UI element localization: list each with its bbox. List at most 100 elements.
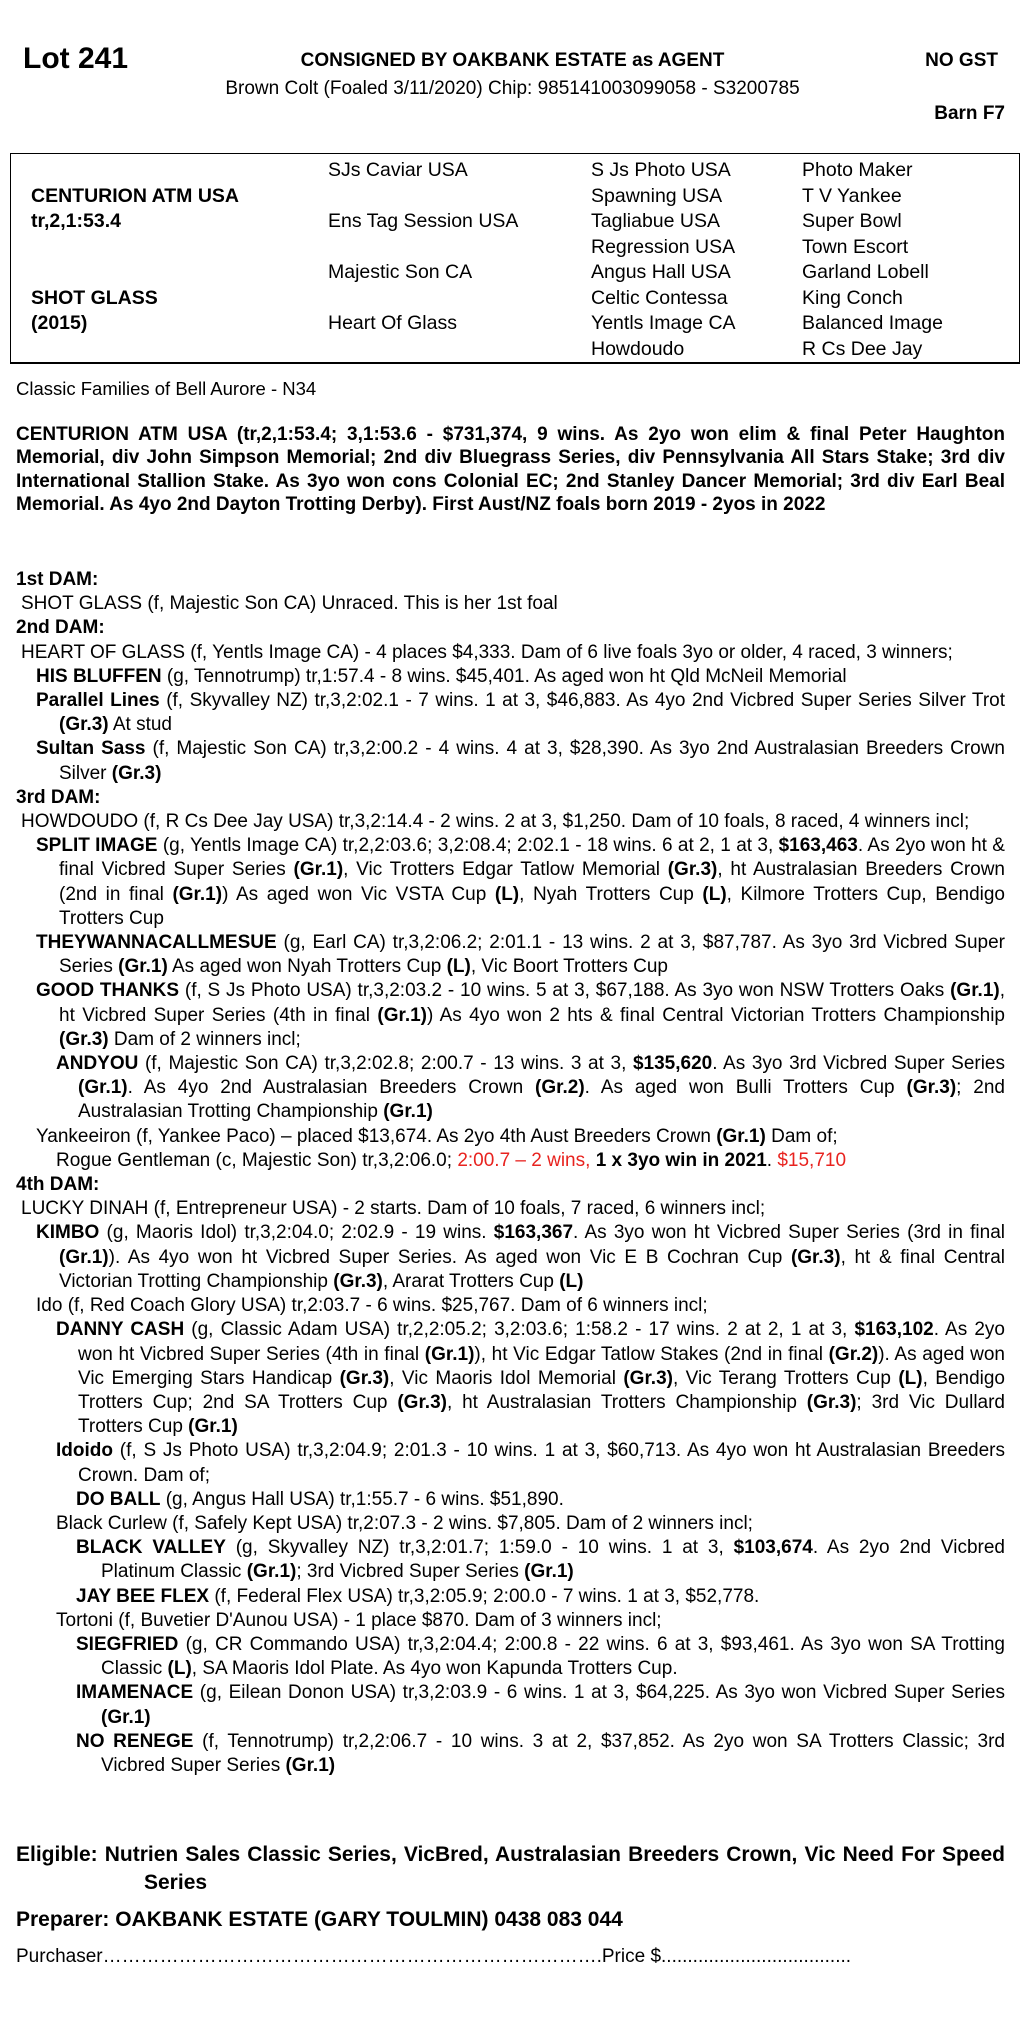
entry-text: ) As aged won Vic VSTA Cup: [222, 883, 495, 905]
entry-text: LUCKY DINAH (f, Entrepreneur USA) - 2 st…: [21, 1198, 766, 1220]
highlight-text: 2:00.7 – 2 wins,: [457, 1149, 596, 1171]
bold-text: DANNY CASH: [56, 1319, 185, 1341]
bold-text: (Gr.3): [59, 714, 109, 736]
entry-text: (g, CR Commando USA) tr,3,2:04.4; 2:00.8…: [101, 1633, 1005, 1680]
pedigree-entry: Idoido (f, S Js Photo USA) tr,3,2:04.9; …: [0, 1439, 1005, 1487]
bold-text: JAY BEE FLEX: [76, 1585, 210, 1607]
bold-text: (Gr.1): [524, 1561, 574, 1583]
pedigree-col3-ancestor: Spawning USA: [591, 184, 723, 207]
pedigree-col4-ancestor: Balanced Image: [802, 312, 943, 334]
entry-text: , SA Maoris Idol Plate. As 4yo won Kapun…: [191, 1658, 678, 1680]
bold-text: (Gr.3): [906, 1077, 957, 1099]
pedigree-col1-ancestor: SHOT GLASS: [31, 286, 158, 309]
bold-text: THEYWANNACALLMESUE: [36, 932, 277, 954]
bold-text: (Gr.3): [623, 1367, 673, 1389]
bold-text: (Gr.1): [118, 956, 168, 978]
entry-text: , ht Australasian Breeders Crown (2nd in…: [59, 859, 1006, 905]
pedigree-entry: Ido (f, Red Coach Glory USA) tr,2:03.7 -…: [0, 1294, 1005, 1318]
pedigree-entry: ANDYOU (f, Majestic Son CA) tr,3,2:02.8;…: [0, 1052, 1005, 1125]
pedigree-col2-ancestor: Majestic Son CA: [328, 261, 473, 283]
bold-text: GOOD THANKS: [36, 980, 180, 1002]
family-line: Classic Families of Bell Aurore - N34: [16, 378, 317, 399]
entry-text: Dam of 2 winners incl;: [108, 1028, 301, 1050]
bold-text: $103,674: [733, 1537, 813, 1559]
highlight-text: $15,710: [777, 1149, 847, 1171]
pedigree-col4-ancestor: Town Escort: [802, 235, 909, 258]
entry-text: Rogue Gentleman (c, Majestic Son) tr,3,2…: [56, 1149, 458, 1171]
pedigree-entry: KIMBO (g, Maoris Idol) tr,3,2:04.0; 2:02…: [0, 1221, 1005, 1294]
bold-text: KIMBO: [36, 1222, 100, 1244]
dam-heading: 3rd DAM:: [16, 786, 101, 808]
bold-text: $163,463: [778, 835, 858, 857]
bold-text: (Gr.1): [172, 883, 223, 905]
bold-text: (Gr.1): [246, 1561, 297, 1583]
bold-text: (Gr.3): [667, 859, 718, 881]
bold-text: (Gr.3): [790, 1246, 841, 1268]
pedigree-col3-ancestor: Celtic Contessa: [591, 286, 728, 309]
pedigree-col3-ancestor: Tagliabue USA: [591, 210, 720, 232]
bold-text: (Gr.1): [424, 1343, 475, 1365]
pedigree-entry: GOOD THANKS (f, S Js Photo USA) tr,3,2:0…: [0, 979, 1005, 1052]
pedigree-col3-ancestor: Regression USA: [591, 235, 736, 258]
pedigree-entry: Yankeeiron (f, Yankee Paco) – placed $13…: [0, 1125, 1005, 1149]
pedigree-entry: HOWDOUDO (f, R Cs Dee Jay USA) tr,3,2:14…: [0, 810, 1005, 834]
bold-text: (Gr.1): [950, 980, 1000, 1002]
preparer: Preparer: OAKBANK ESTATE (GARY TOULMIN) …: [16, 1908, 623, 1931]
pedigree-col1-ancestor: (2015): [31, 312, 88, 334]
pedigree-entry: NO RENEGE (f, Tennotrump) tr,2,2:06.7 - …: [0, 1730, 1005, 1778]
entry-text: , Vic Boort Trotters Cup: [470, 956, 668, 978]
entry-text: (f, S Js Photo USA) tr,3,2:04.9; 2:01.3 …: [78, 1440, 1005, 1486]
dam-lines: 1st DAM: SHOT GLASS (f, Majestic Son CA) …: [0, 568, 1005, 1778]
pedigree-table: CENTURION ATM USA tr,2,1:53.4 SHOT GLASS (2…: [10, 153, 1020, 364]
bold-text: (Gr.3): [397, 1391, 447, 1413]
bold-text: (L): [559, 1270, 584, 1292]
bold-text: (L): [167, 1658, 192, 1680]
entry-text: Black Curlew (f, Safely Kept USA) tr,2:0…: [56, 1512, 753, 1534]
entry-text: ; 3rd Vicbred Super Series: [296, 1561, 525, 1583]
gst-status: NO GST: [925, 50, 998, 71]
entry-text: (g, Angus Hall USA) tr,1:55.7 - 6 wins. …: [160, 1488, 564, 1510]
entry-text: , Bendigo Trotters Cup; 2nd SA Trotters …: [78, 1367, 1006, 1413]
entry-text: (f, Federal Flex USA) tr,3,2:05.9; 2:00.…: [209, 1585, 760, 1607]
eligibility: Eligible: Nutrien Sales Classic Series, …: [16, 1843, 1005, 1894]
entry-text: (f, Majestic Son CA) tr,3,2:02.8; 2:00.7…: [138, 1053, 633, 1075]
entry-text: (g, Tennotrump) tr,1:57.4 - 8 wins. $45,…: [161, 665, 847, 687]
entry-text: ), ht Vic Edgar Tatlow Stakes (2nd in fi…: [474, 1343, 829, 1365]
entry-text: ). As 4yo won ht Vicbred Super Series. A…: [108, 1246, 791, 1268]
bold-text: BLACK VALLEY: [76, 1537, 226, 1559]
pedigree-entry: HEART OF GLASS (f, Yentls Image CA) - 4 …: [0, 641, 1005, 665]
entry-text: Ido (f, Red Coach Glory USA) tr,2:03.7 -…: [36, 1295, 708, 1317]
pedigree-col4-ancestor: King Conch: [802, 286, 903, 309]
pedigree-entry: Sultan Sass (f, Majestic Son CA) tr,3,2:…: [0, 737, 1005, 785]
bold-text: (Gr.2): [535, 1077, 585, 1099]
bold-text: (Gr.1): [377, 1004, 427, 1026]
dam-heading: 4th DAM:: [16, 1174, 100, 1196]
entry-text: , ht Australasian Trotters Championship: [446, 1391, 807, 1413]
pedigree-entry: BLACK VALLEY (g, Skyvalley NZ) tr,3,2:01…: [0, 1536, 1005, 1584]
bold-text: SPLIT IMAGE: [36, 835, 158, 857]
pedigree-entry: DO BALL (g, Angus Hall USA) tr,1:55.7 - …: [0, 1488, 1005, 1512]
pedigree-entry: Black Curlew (f, Safely Kept USA) tr,2:0…: [0, 1512, 1005, 1536]
pedigree-entry: HIS BLUFFEN (g, Tennotrump) tr,1:57.4 - …: [0, 665, 1005, 689]
bold-text: (Gr.1): [383, 1101, 433, 1123]
pedigree-col3-ancestor: Howdoudo: [591, 337, 685, 360]
pedigree-entry: LUCKY DINAH (f, Entrepreneur USA) - 2 st…: [0, 1197, 1005, 1221]
pedigree-entry: Parallel Lines (f, Skyvalley NZ) tr,3,2:…: [0, 689, 1005, 737]
bold-text: 1 x 3yo win in 2021: [595, 1149, 767, 1171]
pedigree-entry: Rogue Gentleman (c, Majestic Son) tr,3,2…: [0, 1149, 1005, 1173]
bold-text: DO BALL: [76, 1488, 161, 1510]
entry-text: ; 2nd Australasian Trotting Championship: [78, 1077, 1006, 1123]
pedigree-entry: SHOT GLASS (f, Majestic Son CA) Unraced.…: [0, 592, 1005, 616]
entry-text: . As 4yo 2nd Australasian Breeders Crown: [127, 1077, 536, 1099]
bold-text: (Gr.3): [333, 1270, 383, 1292]
bold-text: ANDYOU: [56, 1053, 139, 1075]
entry-text: . As 3yo 3rd Vicbred Super Series: [712, 1053, 1005, 1075]
pedigree-col4-ancestor: Super Bowl: [802, 210, 902, 232]
entry-text: (f, Tennotrump) tr,2,2:06.7 - 10 wins. 3…: [101, 1730, 1006, 1776]
bold-text: (Gr.1): [101, 1706, 151, 1728]
entry-text: . As 2yo 2nd Vicbred Platinum Classic: [101, 1537, 1005, 1583]
bold-text: (Gr.1): [716, 1125, 766, 1147]
entry-text: ). As aged won Vic Emerging Stars Handic…: [78, 1343, 1005, 1389]
entry-text: . As 2yo won ht Vicbred Super Series (4t…: [78, 1319, 1005, 1365]
entry-text: ) As 4yo won 2 hts & final Central Victo…: [427, 1004, 1005, 1026]
